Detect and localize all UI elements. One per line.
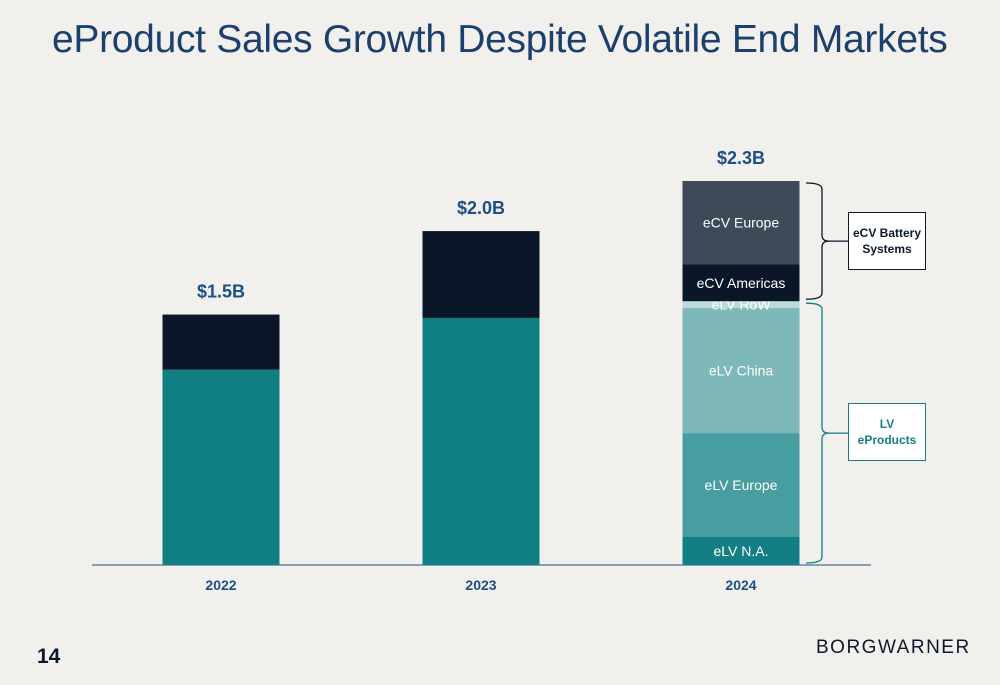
lv-brace [805,302,830,564]
bar-2024-ecv-americas [682,264,800,302]
segment-label-elv-china: eLV China [709,362,774,378]
segment-label-elv-n-a: eLV N.A. [714,543,769,559]
total-label-2022: $1.5B [197,282,245,302]
bar-2024-elv-china [682,307,800,434]
segment-label-elv-europe: eLV Europe [705,477,778,493]
page-title: eProduct Sales Growth Despite Volatile E… [52,18,948,61]
page-number: 14 [37,645,61,668]
x-tick-label-2023: 2023 [465,577,496,593]
bar-2024-ecv-europe [682,181,800,265]
bar-2022-ecv-battery-systems [162,314,280,370]
total-label-2023: $2.0B [457,198,505,218]
ecv-battery-systems-callout: eCV Battery Systems [848,212,926,270]
bar-2024-elv-row [682,301,800,308]
bar-2022-lv-eproducts [162,369,280,565]
bar-2024-elv-europe [682,433,800,537]
borgwarner-logo: BORGWARNER [816,637,971,658]
x-tick-label-2024: 2024 [725,577,756,593]
bar-2024-elv-n-a [682,536,800,565]
bar-2023-lv-eproducts [422,317,540,565]
x-tick-label-2022: 2022 [205,577,236,593]
ecv-brace [805,182,830,300]
lv-eproducts-callout: LV eProducts [848,403,926,461]
total-label-2024: $2.3B [717,148,765,168]
segment-label-ecv-americas: eCV Americas [697,275,786,291]
bar-2023-ecv-battery-systems [422,231,540,318]
segment-label-ecv-europe: eCV Europe [703,215,779,231]
